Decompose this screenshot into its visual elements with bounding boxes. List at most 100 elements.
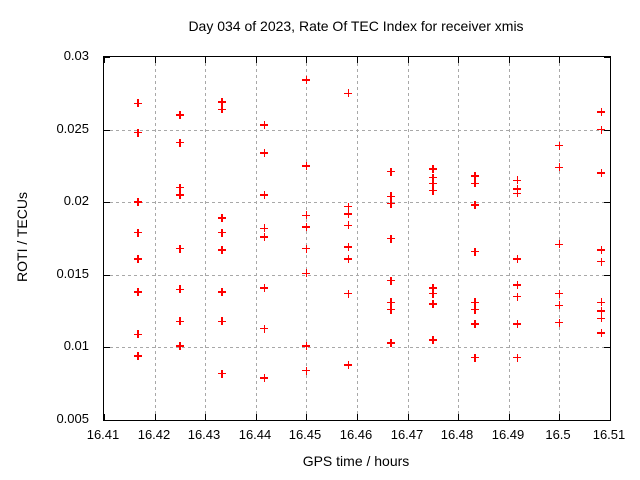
y-tick-label: 0.01 xyxy=(63,338,89,353)
data-point-marker xyxy=(386,167,395,176)
x-tick-label: 16.43 xyxy=(187,427,221,442)
data-point-marker xyxy=(175,317,184,326)
data-point-marker xyxy=(344,209,353,218)
data-point-marker xyxy=(386,276,395,285)
data-point-marker xyxy=(428,164,437,173)
y-tick-left xyxy=(104,202,110,203)
data-point-marker xyxy=(175,183,184,192)
y-tick-left xyxy=(104,420,110,421)
y-tick-label: 0.02 xyxy=(63,193,89,208)
chart-title: Day 034 of 2023, Rate Of TEC Index for r… xyxy=(188,18,524,34)
y-tick-right xyxy=(604,347,610,348)
x-tick-top xyxy=(610,57,611,63)
y-tick-label: 0.005 xyxy=(56,411,89,426)
x-tick-label: 16.48 xyxy=(440,427,474,442)
x-tick-label: 16.46 xyxy=(339,427,373,442)
x-tick-top xyxy=(104,57,105,63)
data-point-marker xyxy=(597,298,606,307)
data-point-marker xyxy=(470,298,479,307)
x-tick-bottom xyxy=(256,414,257,420)
x-tick-label: 16.51 xyxy=(592,427,626,442)
data-point-marker xyxy=(260,190,269,199)
data-point-marker xyxy=(217,105,226,114)
x-tick-bottom xyxy=(155,414,156,420)
x-gridline xyxy=(508,57,510,420)
data-point-marker xyxy=(513,353,522,362)
data-point-marker xyxy=(344,89,353,98)
x-tick-top xyxy=(256,57,257,63)
data-point-marker xyxy=(133,352,142,361)
data-point-marker xyxy=(344,254,353,263)
data-point-marker xyxy=(302,211,311,220)
data-point-marker xyxy=(133,254,142,263)
x-tick-bottom xyxy=(408,414,409,420)
data-point-marker xyxy=(513,292,522,301)
y-tick-left xyxy=(104,347,110,348)
y-tick-left xyxy=(104,57,110,58)
data-point-marker xyxy=(513,280,522,289)
data-point-marker xyxy=(175,285,184,294)
data-point-marker xyxy=(302,76,311,85)
data-point-marker xyxy=(217,98,226,106)
data-point-marker xyxy=(260,148,269,157)
y-tick-right xyxy=(604,202,610,203)
data-point-marker xyxy=(344,221,353,230)
data-point-marker xyxy=(428,173,437,182)
x-tick-bottom xyxy=(458,414,459,420)
data-point-marker xyxy=(386,298,395,307)
data-point-marker xyxy=(302,244,311,253)
x-tick-bottom xyxy=(610,414,611,420)
y-tick-label: 0.015 xyxy=(56,266,89,281)
data-point-marker xyxy=(386,305,395,314)
x-tick-label: 16.5 xyxy=(545,427,571,442)
data-point-marker xyxy=(217,228,226,237)
x-tick-top xyxy=(205,57,206,63)
x-tick-bottom xyxy=(104,414,105,420)
data-point-marker xyxy=(555,318,564,327)
x-gridline xyxy=(255,57,257,420)
x-gridline xyxy=(356,57,358,420)
y-tick-left xyxy=(104,130,110,131)
data-point-marker xyxy=(386,199,395,208)
data-point-marker xyxy=(555,289,564,298)
y-gridline xyxy=(104,274,610,276)
y-tick-label: 0.025 xyxy=(56,121,89,136)
x-tick-label: 16.42 xyxy=(137,427,171,442)
data-point-marker xyxy=(470,320,479,329)
data-point-marker xyxy=(217,246,226,255)
data-point-marker xyxy=(428,299,437,308)
data-point-marker xyxy=(133,128,142,137)
data-point-marker xyxy=(470,201,479,210)
data-point-marker xyxy=(597,108,606,117)
y-tick-right xyxy=(604,57,610,58)
data-point-marker xyxy=(217,369,226,378)
data-point-marker xyxy=(597,257,606,266)
x-tick-label: 16.41 xyxy=(86,427,120,442)
x-gridline xyxy=(558,57,560,420)
x-tick-top xyxy=(155,57,156,63)
x-gridline xyxy=(407,57,409,420)
y-tick-right xyxy=(604,275,610,276)
x-gridline xyxy=(154,57,156,420)
data-point-marker xyxy=(428,186,437,195)
plot-area xyxy=(103,56,611,421)
data-point-marker xyxy=(217,317,226,326)
data-point-marker xyxy=(470,172,479,181)
data-point-marker xyxy=(470,353,479,362)
data-point-marker xyxy=(133,228,142,237)
data-point-marker xyxy=(175,111,184,120)
x-tick-bottom xyxy=(306,414,307,420)
data-point-marker xyxy=(260,233,269,242)
data-point-marker xyxy=(470,305,479,314)
data-point-marker xyxy=(260,121,269,130)
data-point-marker xyxy=(597,307,606,316)
y-tick-left xyxy=(104,275,110,276)
x-tick-top xyxy=(306,57,307,63)
data-point-marker xyxy=(133,198,142,207)
x-tick-top xyxy=(559,57,560,63)
y-gridline xyxy=(104,346,610,348)
x-gridline xyxy=(204,57,206,420)
data-point-marker xyxy=(133,288,142,297)
data-point-marker xyxy=(428,283,437,292)
data-point-marker xyxy=(260,224,269,233)
